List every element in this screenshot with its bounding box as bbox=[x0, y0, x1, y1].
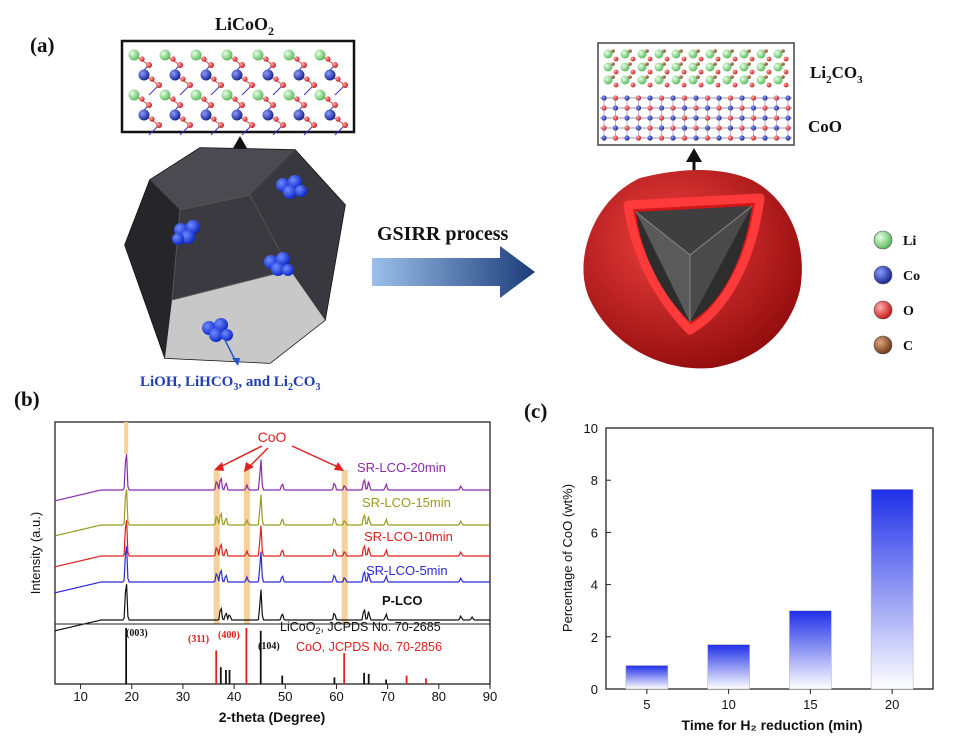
panel-b: (b) 10 20 30 40 50 60 70 80 90 P-LCO SR-LCO-5min S… bbox=[14, 387, 497, 725]
xrd-reference-lines bbox=[125, 628, 427, 684]
bar-y-tick-label-6: 6 bbox=[591, 525, 598, 540]
xrd-x-tick-label-40: 40 bbox=[227, 689, 241, 704]
bar-y-tick-label-0: 0 bbox=[591, 682, 598, 697]
coo-annotation: CoO bbox=[258, 429, 287, 445]
atom-legend: Li Co O C bbox=[873, 230, 920, 355]
peak-label-311: (311) bbox=[188, 634, 209, 645]
legend-marker-co bbox=[873, 265, 893, 285]
coo-highlight-band-1 bbox=[243, 470, 250, 624]
xrd-x-tick-label-70: 70 bbox=[380, 689, 394, 704]
bar-15 bbox=[789, 610, 832, 690]
licoo2-title: LiCoO2 bbox=[215, 14, 274, 38]
ref-label-licoo2: LiCoO2, JCPDS No. 70-2685 bbox=[280, 620, 441, 636]
xrd-x-axis: 10 20 30 40 50 60 70 80 90 bbox=[73, 684, 497, 704]
bar-y-axis-label: Percentage of CoO (wt%) bbox=[560, 484, 575, 632]
process-arrow bbox=[372, 246, 535, 298]
xrd-x-tick-label-20: 20 bbox=[125, 689, 139, 704]
xrd-x-tick-label-30: 30 bbox=[176, 689, 190, 704]
coated-particle bbox=[583, 170, 802, 369]
main-peak-highlight bbox=[124, 422, 129, 454]
legend-marker-o bbox=[873, 300, 893, 320]
bar-x-tick-label-10: 10 bbox=[721, 697, 735, 712]
peak-label-003: (003) bbox=[126, 628, 148, 639]
bar-series bbox=[625, 489, 914, 690]
legend-marker-c bbox=[873, 335, 893, 355]
bar-x-tick-label-20: 20 bbox=[885, 697, 899, 712]
ref-label-coo: CoO, JCPDS No. 70-2856 bbox=[296, 640, 442, 654]
xrd-highlights bbox=[124, 422, 348, 624]
layer-coo-label: CoO bbox=[808, 117, 842, 136]
xrd-x-tick-label-10: 10 bbox=[73, 689, 87, 704]
peak-label-400: (400) bbox=[218, 630, 240, 641]
up-arrow-right-head bbox=[686, 148, 702, 162]
panel-c: (c) 0 2 4 6 8 10 5 10 15 20 Percentage of CoO (w… bbox=[524, 399, 934, 733]
lco-particle bbox=[124, 147, 346, 364]
xrd-y-axis-label: Intensity (a.u.) bbox=[28, 512, 43, 594]
xrd-plot-frame bbox=[54, 421, 491, 685]
bar-x-tick-label-15: 15 bbox=[803, 697, 817, 712]
peak-label-104: (104) bbox=[258, 641, 280, 652]
xrd-trace-sr-lco-15min bbox=[54, 489, 490, 537]
legend-label-c: C bbox=[903, 339, 913, 354]
bar-y-tick-label-8: 8 bbox=[591, 473, 598, 488]
up-arrow-left-head bbox=[232, 136, 248, 150]
coo-annotation-arrows bbox=[214, 445, 344, 472]
xrd-series-labels: P-LCO SR-LCO-5min SR-LCO-10min SR-LCO-15min… bbox=[357, 460, 453, 608]
surface-species-blobs bbox=[172, 175, 307, 342]
surface-species-label: LiOH, LiHCO3, and Li2CO3 bbox=[140, 374, 320, 393]
surface-species-pointer-head bbox=[232, 358, 240, 366]
xrd-x-tick-label-90: 90 bbox=[483, 689, 497, 704]
bar-x-axis: 5 10 15 20 bbox=[643, 689, 899, 712]
xrd-trace-sr-lco-20min bbox=[54, 454, 490, 502]
xrd-series-label-sr-lco-15min: SR-LCO-15min bbox=[362, 495, 451, 510]
bar-y-tick-label-2: 2 bbox=[591, 630, 598, 645]
xrd-trace-sr-lco-10min bbox=[54, 520, 490, 568]
bar-20 bbox=[870, 489, 914, 690]
coo-highlight-band-0 bbox=[213, 470, 220, 624]
layer-li2co3-label: Li2CO3 bbox=[810, 63, 863, 86]
bar-x-tick-label-5: 5 bbox=[643, 697, 650, 712]
legend-label-co: Co bbox=[903, 269, 920, 284]
product-structure bbox=[600, 49, 792, 141]
xrd-trace-p-lco bbox=[54, 584, 490, 632]
legend-label-li: Li bbox=[903, 234, 916, 249]
bar-x-axis-label: Time for H₂ reduction (min) bbox=[682, 717, 863, 733]
bar-10 bbox=[707, 644, 750, 690]
bar-5 bbox=[625, 665, 669, 690]
process-label: GSIRR process bbox=[377, 223, 509, 245]
legend-marker-li bbox=[873, 230, 893, 250]
panel-a-label: (a) bbox=[30, 33, 55, 57]
xrd-series-label-p-lco: P-LCO bbox=[382, 593, 422, 608]
coo-highlight-band-2 bbox=[341, 470, 348, 624]
bar-y-tick-label-4: 4 bbox=[591, 578, 598, 593]
panel-b-label: (b) bbox=[14, 387, 40, 411]
bar-plot-frame bbox=[605, 427, 934, 690]
bar-y-axis: 0 2 4 6 8 10 bbox=[584, 421, 611, 697]
xrd-traces bbox=[54, 454, 490, 632]
xrd-x-tick-label-60: 60 bbox=[329, 689, 343, 704]
licoo2-structure bbox=[128, 49, 348, 136]
panel-a: (a) LiCoO2 LiOH, LiHCO3, and Li2CO3 GSIR… bbox=[30, 14, 920, 393]
xrd-series-label-sr-lco-20min: SR-LCO-20min bbox=[357, 460, 446, 475]
bar-y-tick-label-10: 10 bbox=[584, 421, 598, 436]
xrd-x-tick-label-80: 80 bbox=[432, 689, 446, 704]
panel-c-label: (c) bbox=[524, 399, 547, 423]
xrd-x-tick-label-50: 50 bbox=[278, 689, 292, 704]
xrd-x-axis-label: 2-theta (Degree) bbox=[219, 709, 326, 725]
xrd-series-label-sr-lco-5min: SR-LCO-5min bbox=[366, 563, 448, 578]
xrd-series-label-sr-lco-10min: SR-LCO-10min bbox=[364, 529, 453, 544]
legend-label-o: O bbox=[903, 304, 914, 319]
xrd-trace-sr-lco-5min bbox=[54, 546, 490, 594]
